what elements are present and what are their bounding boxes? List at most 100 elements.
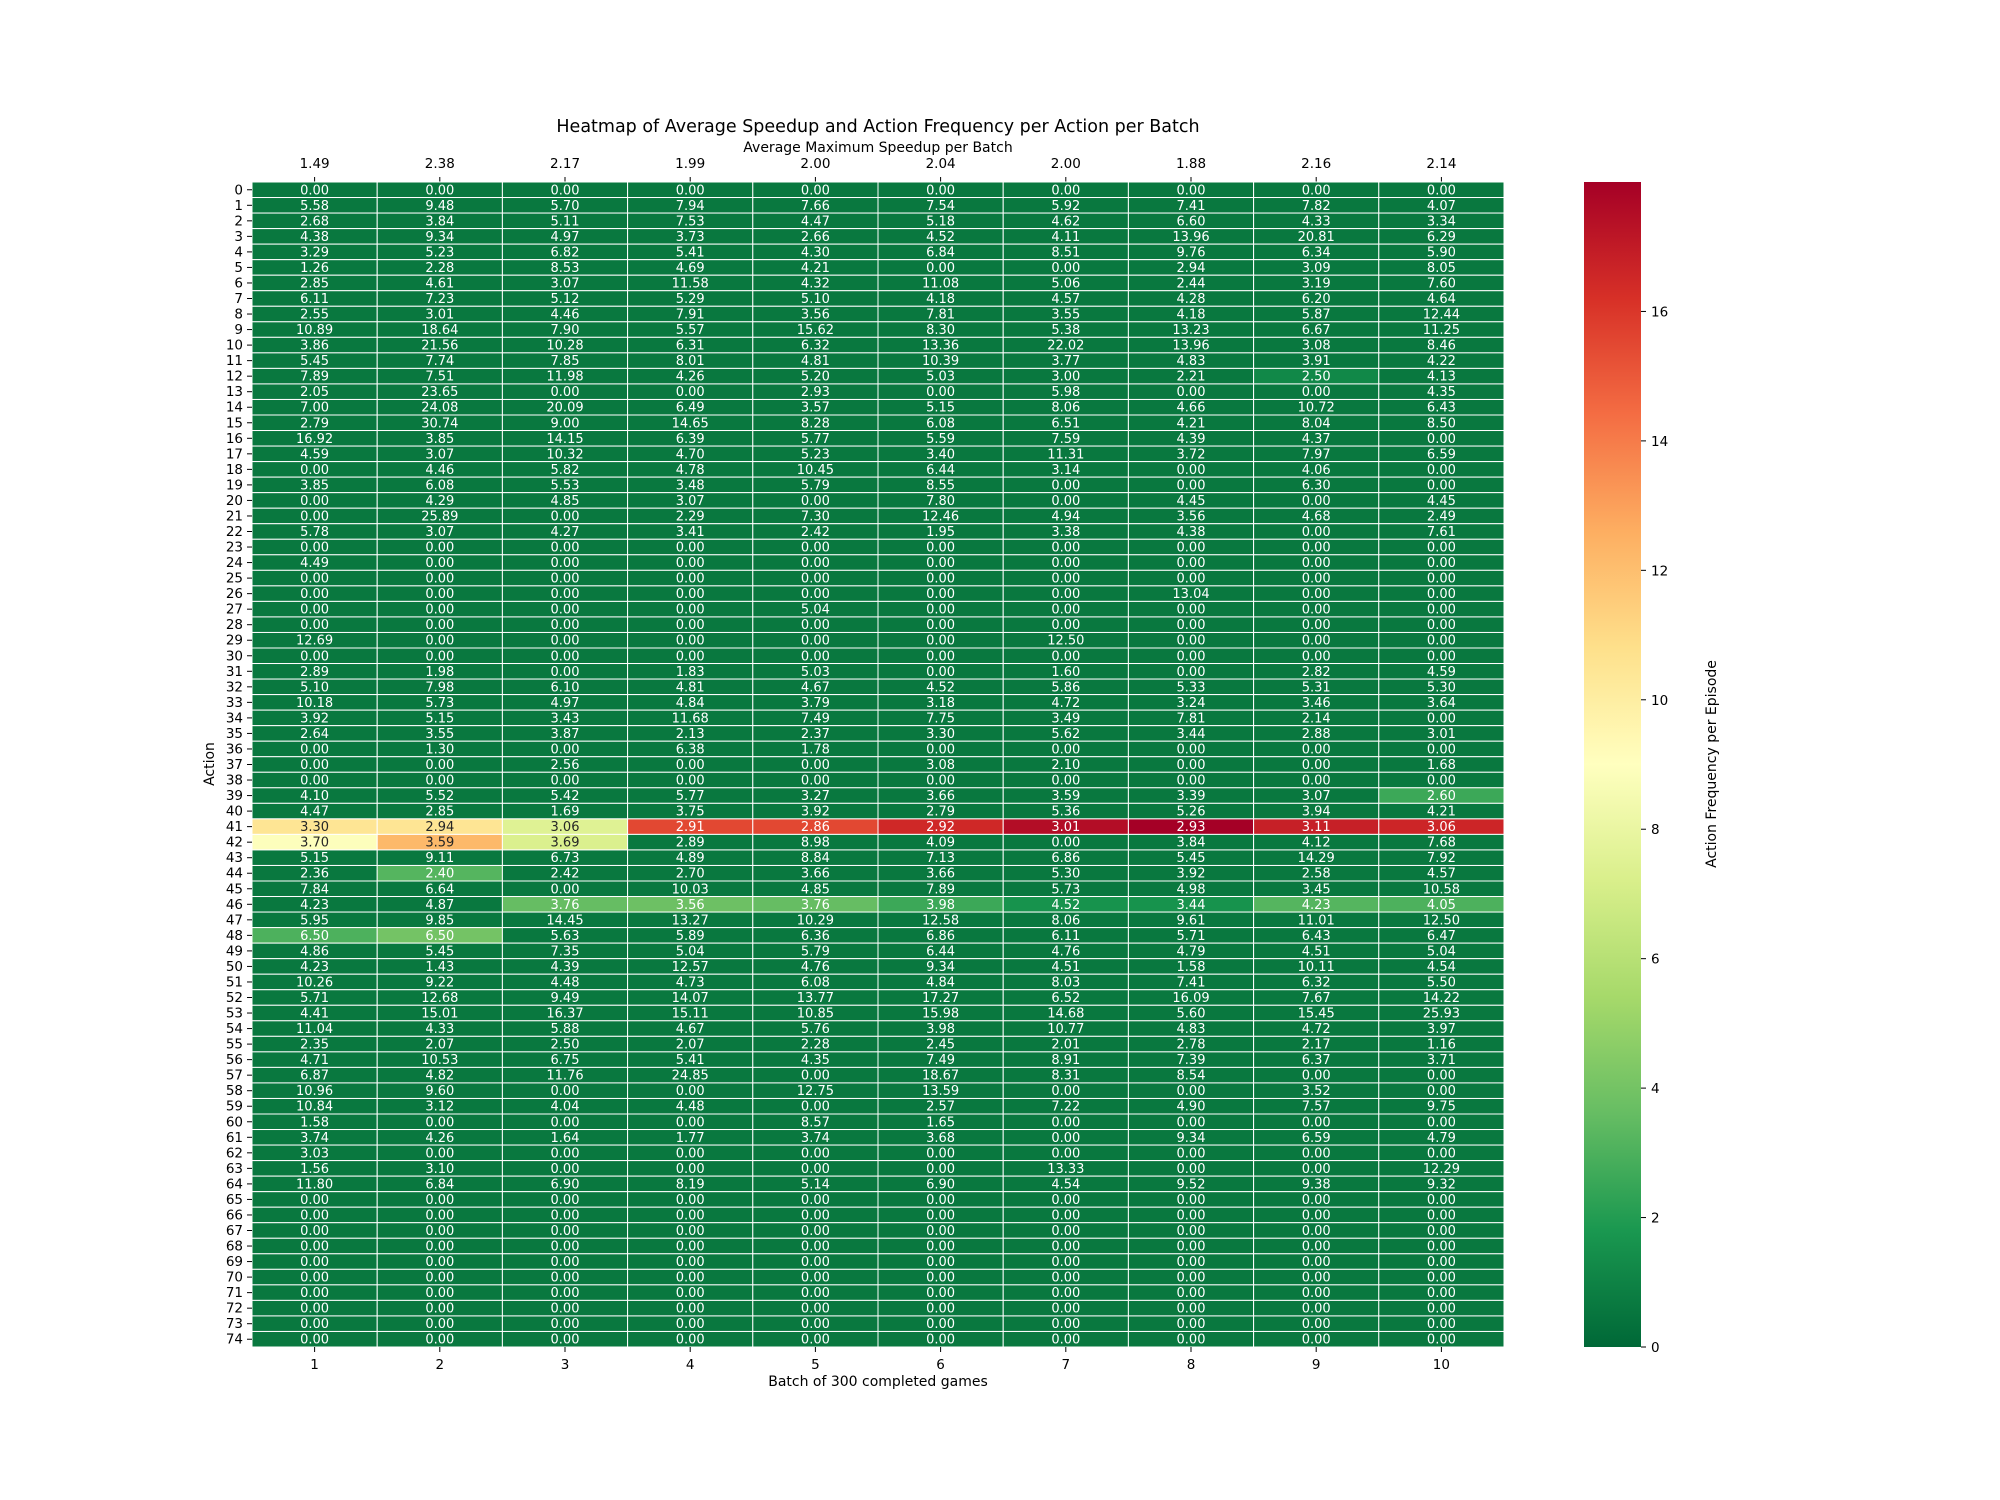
- cell-value-label: 0.00: [801, 649, 830, 664]
- cell-value-label: 24.85: [672, 1069, 709, 1084]
- cell-value-label: 11.98: [546, 370, 583, 385]
- y-tick-label: 19: [226, 477, 243, 493]
- cell-value-label: 3.85: [425, 432, 454, 447]
- cell-value-label: 3.75: [676, 805, 705, 820]
- cell-value-label: 0.00: [1427, 618, 1456, 633]
- y-tick-label: 55: [226, 1037, 243, 1053]
- y-tick-label: 0: [234, 182, 243, 198]
- cell-value-label: 3.56: [1177, 509, 1206, 524]
- cell-value-label: 3.92: [1177, 867, 1206, 882]
- cell-value-label: 7.98: [425, 680, 454, 695]
- cell-value-label: 5.04: [1427, 944, 1456, 959]
- cell-value-label: 0.00: [1427, 603, 1456, 618]
- cell-value-label: 0.00: [1051, 572, 1080, 587]
- cell-value-label: 6.29: [1427, 230, 1456, 245]
- cell-value-label: 0.00: [425, 1333, 454, 1348]
- cell-value-label: 4.78: [676, 463, 705, 478]
- cell-value-label: 0.00: [1177, 649, 1206, 664]
- cell-value-label: 3.74: [801, 1131, 830, 1146]
- cell-value-label: 3.91: [1302, 354, 1331, 369]
- cell-value-label: 2.85: [425, 805, 454, 820]
- cell-value-label: 2.57: [926, 1100, 955, 1115]
- top-tick-label: 2.00: [1051, 156, 1081, 172]
- cell-value-label: 7.81: [1177, 711, 1206, 726]
- cell-value-label: 3.06: [551, 820, 580, 835]
- cell-value-label: 4.21: [801, 261, 830, 276]
- cell-value-label: 7.41: [1177, 975, 1206, 990]
- cell-value-label: 0.00: [1177, 541, 1206, 556]
- cell-value-label: 0.00: [551, 1224, 580, 1239]
- cell-value-label: 4.04: [551, 1100, 580, 1115]
- x-tick-label: 1: [310, 1357, 319, 1373]
- cell-value-label: 0.00: [926, 774, 955, 789]
- x-tick-label: 10: [1433, 1357, 1450, 1373]
- cell-value-label: 5.53: [551, 478, 580, 493]
- cell-value-label: 0.00: [926, 1317, 955, 1332]
- cell-value-label: 3.06: [1427, 820, 1456, 835]
- cell-value-label: 15.98: [922, 1007, 959, 1022]
- cell-value-label: 5.78: [300, 525, 329, 540]
- cell-value-label: 0.00: [425, 1224, 454, 1239]
- cell-value-label: 0.00: [1177, 1271, 1206, 1286]
- cell-value-label: 5.77: [676, 789, 705, 804]
- cell-value-label: 8.05: [1427, 261, 1456, 276]
- cell-value-label: 0.00: [1427, 1224, 1456, 1239]
- cell-value-label: 5.03: [801, 665, 830, 680]
- cell-value-label: 8.54: [1177, 1069, 1206, 1084]
- cell-value-label: 0.00: [926, 1255, 955, 1270]
- cell-value-label: 3.10: [425, 1162, 454, 1177]
- cell-value-label: 3.18: [926, 696, 955, 711]
- cell-value-label: 10.58: [1423, 882, 1460, 897]
- cell-value-label: 0.00: [551, 1333, 580, 1348]
- cell-value-label: 0.00: [1177, 385, 1206, 400]
- y-tick-label: 21: [226, 508, 243, 524]
- y-tick-label: 12: [226, 369, 243, 385]
- cell-value-label: 3.84: [425, 214, 454, 229]
- cell-value-label: 10.72: [1298, 401, 1335, 416]
- cell-value-label: 5.70: [551, 199, 580, 214]
- cell-value-label: 3.85: [300, 478, 329, 493]
- cell-value-label: 0.00: [1427, 742, 1456, 757]
- cell-value-label: 11.76: [546, 1069, 583, 1084]
- cell-value-label: 6.87: [300, 1069, 329, 1084]
- cell-value-label: 2.86: [801, 820, 830, 835]
- cell-value-label: 4.73: [676, 975, 705, 990]
- cell-value-label: 5.89: [676, 929, 705, 944]
- cell-value-label: 3.92: [300, 711, 329, 726]
- cell-value-label: 0.00: [801, 1193, 830, 1208]
- y-tick-label: 11: [226, 353, 243, 369]
- top-axis-label: Average Maximum Speedup per Batch: [743, 140, 1012, 156]
- cell-value-label: 3.41: [676, 525, 705, 540]
- cell-value-label: 0.00: [300, 618, 329, 633]
- cell-value-label: 0.00: [1177, 1302, 1206, 1317]
- cell-value-label: 0.00: [1302, 385, 1331, 400]
- cell-value-label: 0.00: [1051, 261, 1080, 276]
- cell-value-label: 13.96: [1172, 230, 1209, 245]
- cell-value-label: 10.39: [922, 354, 959, 369]
- y-tick-label: 56: [226, 1052, 243, 1068]
- y-tick-label: 43: [226, 850, 243, 866]
- cell-value-label: 2.68: [300, 214, 329, 229]
- cell-value-label: 0.00: [300, 1286, 329, 1301]
- cell-value-label: 5.42: [551, 789, 580, 804]
- cell-value-label: 0.00: [1302, 1069, 1331, 1084]
- cell-value-label: 21.56: [421, 339, 458, 354]
- cell-value-label: 18.64: [421, 323, 458, 338]
- cell-value-label: 0.00: [1051, 1240, 1080, 1255]
- cell-value-label: 4.06: [1302, 463, 1331, 478]
- cell-value-label: 0.00: [551, 1317, 580, 1332]
- cell-value-label: 7.90: [551, 323, 580, 338]
- cell-value-label: 15.01: [421, 1007, 458, 1022]
- cell-value-label: 0.00: [1051, 1333, 1080, 1348]
- cell-value-label: 7.57: [1302, 1100, 1331, 1115]
- cell-value-label: 6.50: [300, 929, 329, 944]
- cell-value-label: 0.00: [425, 1146, 454, 1161]
- cell-value-label: 0.00: [926, 742, 955, 757]
- cell-value-label: 12.44: [1423, 308, 1460, 323]
- cell-value-label: 0.00: [676, 1255, 705, 1270]
- cell-value-label: 6.30: [1302, 478, 1331, 493]
- cell-value-label: 0.00: [425, 649, 454, 664]
- cell-value-label: 8.19: [676, 1177, 705, 1192]
- cell-value-label: 0.00: [1302, 587, 1331, 602]
- cell-value-label: 0.00: [801, 1271, 830, 1286]
